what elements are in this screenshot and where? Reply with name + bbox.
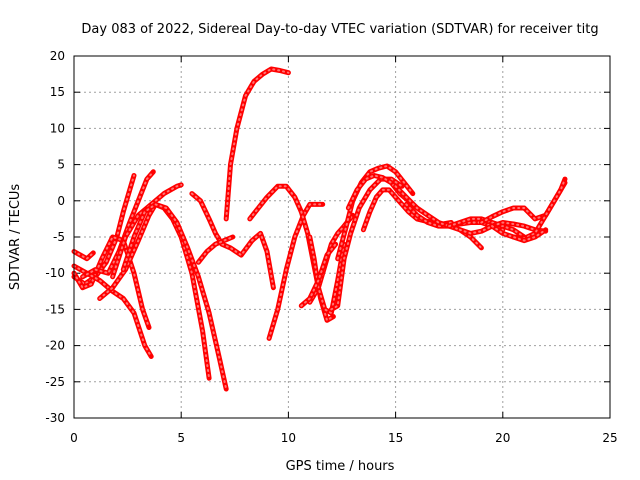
y-tick-label: -5 [53, 230, 65, 244]
x-tick-label: 15 [388, 431, 403, 445]
y-tick-label: -15 [45, 302, 65, 316]
series-marker-texture-1 [73, 250, 95, 260]
chart-series [71, 66, 568, 392]
chart-grid [74, 56, 610, 418]
series-marker-texture-12 [248, 185, 303, 220]
x-tick-label: 20 [495, 431, 510, 445]
y-tick-label: 0 [57, 194, 65, 208]
y-tick-label: 5 [57, 158, 65, 172]
y-tick-label: -30 [45, 411, 65, 425]
series-marker-texture-2 [73, 174, 135, 286]
y-tick-label: 20 [50, 49, 65, 63]
y-tick-label: -20 [45, 339, 65, 353]
chart-title: Day 083 of 2022, Sidereal Day-to-day VTE… [81, 22, 598, 37]
series-line-3 [71, 234, 152, 330]
series-marker-texture-20 [347, 174, 418, 209]
x-tick-label: 0 [70, 431, 78, 445]
y-tick-label: 15 [50, 85, 65, 99]
series-marker-texture-17 [300, 243, 337, 307]
series-line-2 [71, 173, 137, 287]
series-line-8 [120, 201, 229, 392]
series-line-11 [223, 66, 291, 222]
series-marker-texture-4 [73, 265, 153, 358]
series-marker-texture-5 [81, 170, 155, 278]
series-marker-texture-10 [197, 236, 234, 264]
series-marker-texture-9 [190, 192, 275, 289]
series-line-12 [247, 183, 304, 222]
series-line-4 [71, 263, 154, 359]
x-tick-label: 10 [281, 431, 296, 445]
series-marker-texture-13 [268, 203, 324, 340]
series-line-16 [307, 234, 347, 316]
x-tick-label: 5 [177, 431, 185, 445]
series-marker-texture-25 [458, 221, 547, 235]
series-marker-texture-23 [394, 185, 483, 249]
x-axis-title: GPS time / hours [286, 459, 395, 474]
plot-frame [73, 55, 611, 419]
series-line-25 [457, 220, 549, 236]
y-tick-label: -25 [45, 375, 65, 389]
series-line-10 [195, 234, 236, 265]
series-marker-texture-11 [225, 68, 290, 220]
x-tick-label: 25 [602, 431, 617, 445]
series-line-1 [71, 249, 96, 262]
y-tick-label: -10 [45, 266, 65, 280]
series-marker-texture-27 [512, 178, 566, 240]
series-marker-texture-8 [122, 203, 228, 390]
series-line-28 [489, 223, 549, 244]
chart-ticks: -30 -25 -20 -15 -10 -5 0 5 10 15 20 0 5 10 15 20 25 [45, 49, 617, 445]
series-marker-texture-19 [336, 165, 414, 260]
series-line-19 [335, 163, 416, 262]
series-marker-texture-28 [491, 225, 547, 242]
y-tick-label: 10 [50, 121, 65, 135]
series-marker-texture-16 [308, 236, 346, 314]
series-line-9 [189, 191, 276, 291]
series-marker-texture-6 [111, 183, 183, 278]
y-axis-title: SDTVAR / TECUs [8, 184, 23, 291]
series-line-17 [298, 241, 339, 309]
series-marker-texture-3 [73, 236, 150, 329]
series-line-13 [266, 201, 326, 341]
